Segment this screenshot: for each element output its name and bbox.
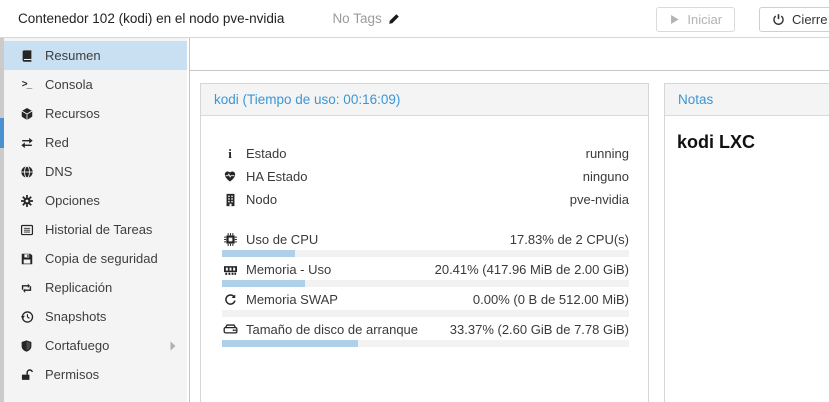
content-toolbar bbox=[190, 38, 829, 71]
globe-icon bbox=[18, 164, 35, 179]
meter-label: Memoria SWAP bbox=[246, 291, 338, 307]
cpu-meter: Uso de CPU 17.83% de 2 CPU(s) bbox=[222, 229, 629, 257]
notes-content: kodi LXC bbox=[677, 132, 756, 152]
shutdown-button[interactable]: Cierre ordenado bbox=[759, 7, 829, 32]
disk-progressbar bbox=[222, 340, 629, 347]
status-label: HA Estado bbox=[246, 169, 308, 184]
memory-progressbar bbox=[222, 280, 629, 287]
shutdown-button-label: Cierre ordenado bbox=[792, 12, 829, 27]
sidebar-item-copia[interactable]: Copia de seguridad bbox=[4, 244, 187, 273]
sidebar-item-label: Historial de Tareas bbox=[45, 222, 153, 237]
memory-meter: Memoria - Uso 20.41% (417.96 MiB de 2.00… bbox=[222, 259, 629, 287]
sidebar-item-dns[interactable]: DNS bbox=[4, 157, 187, 186]
sidebar-item-label: Replicación bbox=[45, 280, 113, 295]
status-row-estado: i Estado running bbox=[222, 142, 629, 165]
status-value: pve-nvidia bbox=[569, 192, 629, 207]
memory-icon bbox=[222, 262, 238, 277]
resource-meters: Uso de CPU 17.83% de 2 CPU(s) bbox=[222, 229, 629, 347]
sidebar: Resumen >_ Consola Recursos Red DNS bbox=[4, 38, 187, 402]
power-icon bbox=[772, 13, 785, 26]
play-icon bbox=[669, 14, 680, 25]
terminal-icon: >_ bbox=[21, 79, 32, 90]
sidebar-item-permisos[interactable]: Permisos bbox=[4, 360, 187, 389]
gear-icon bbox=[18, 193, 35, 208]
topbar: Contenedor 102 (kodi) en el nodo pve-nvi… bbox=[0, 0, 829, 38]
status-panel-body: i Estado running HA Estado ninguno bbox=[201, 116, 648, 402]
cube-icon bbox=[18, 106, 35, 121]
disk-icon bbox=[222, 322, 238, 337]
shield-icon bbox=[18, 338, 35, 353]
meter-value: 20.41% (417.96 MiB de 2.00 GiB) bbox=[434, 261, 629, 277]
chevron-right-icon bbox=[169, 341, 177, 351]
sidebar-item-historial[interactable]: Historial de Tareas bbox=[4, 215, 187, 244]
sidebar-item-label: Cortafuego bbox=[45, 338, 110, 353]
tasks-icon bbox=[18, 222, 35, 237]
swap-progressbar bbox=[222, 310, 629, 317]
sidebar-item-replicacion[interactable]: Replicación bbox=[4, 273, 187, 302]
exchange-icon bbox=[18, 135, 35, 150]
unlock-icon bbox=[18, 367, 35, 382]
sidebar-item-cortafuego[interactable]: Cortafuego bbox=[4, 331, 187, 360]
cpu-progressbar bbox=[222, 250, 629, 257]
sidebar-item-label: Recursos bbox=[45, 106, 100, 121]
sidebar-item-red[interactable]: Red bbox=[4, 128, 187, 157]
sidebar-item-label: Resumen bbox=[45, 48, 101, 63]
status-value: running bbox=[585, 146, 629, 161]
refresh-icon bbox=[222, 292, 238, 307]
tree-selected-node-marker bbox=[0, 118, 4, 148]
sidebar-item-opciones[interactable]: Opciones bbox=[4, 186, 187, 215]
history-icon bbox=[18, 309, 35, 324]
retweet-icon bbox=[18, 280, 35, 295]
swap-meter: Memoria SWAP 0.00% (0 B de 512.00 MiB) bbox=[222, 289, 629, 317]
sidebar-item-label: Red bbox=[45, 135, 69, 150]
content-area: kodi (Tiempo de uso: 00:16:09) i Estado … bbox=[189, 38, 829, 402]
status-row-nodo: Nodo pve-nvidia bbox=[222, 188, 629, 211]
topbar-buttons: Iniciar Cierre ordenado bbox=[656, 7, 829, 32]
info-icon: i bbox=[228, 145, 232, 161]
sidebar-item-label: Consola bbox=[45, 77, 93, 92]
status-panel-title: kodi (Tiempo de uso: 00:16:09) bbox=[201, 84, 648, 116]
sidebar-item-label: Copia de seguridad bbox=[45, 251, 158, 266]
sidebar-item-resumen[interactable]: Resumen bbox=[4, 41, 187, 70]
book-icon bbox=[18, 48, 35, 63]
page-title: Contenedor 102 (kodi) en el nodo pve-nvi… bbox=[18, 11, 285, 26]
notes-panel-title: Notas bbox=[665, 84, 829, 116]
meter-value: 33.37% (2.60 GiB de 7.78 GiB) bbox=[449, 321, 629, 337]
sidebar-item-label: DNS bbox=[45, 164, 73, 179]
cpu-icon bbox=[222, 232, 238, 247]
meter-label: Tamaño de disco de arranque bbox=[246, 321, 419, 337]
meter-value: 0.00% (0 B de 512.00 MiB) bbox=[472, 291, 629, 307]
status-row-ha: HA Estado ninguno bbox=[222, 165, 629, 188]
sidebar-item-label: Opciones bbox=[45, 193, 100, 208]
tags-editor[interactable]: No Tags bbox=[332, 11, 400, 26]
notes-panel-body[interactable]: kodi LXC bbox=[665, 116, 829, 402]
sidebar-item-snapshots[interactable]: Snapshots bbox=[4, 302, 187, 331]
meter-value: 17.83% de 2 CPU(s) bbox=[509, 231, 629, 247]
status-value: ninguno bbox=[582, 169, 629, 184]
meter-label: Memoria - Uso bbox=[246, 261, 332, 277]
meter-label: Uso de CPU bbox=[246, 231, 319, 247]
resource-tree-edge[interactable] bbox=[0, 38, 4, 402]
status-label: Estado bbox=[246, 146, 287, 161]
start-button[interactable]: Iniciar bbox=[656, 7, 736, 32]
pencil-icon[interactable] bbox=[388, 12, 401, 25]
sidebar-item-recursos[interactable]: Recursos bbox=[4, 99, 187, 128]
notes-panel: Notas kodi LXC bbox=[664, 83, 829, 402]
status-panel: kodi (Tiempo de uso: 00:16:09) i Estado … bbox=[200, 83, 649, 402]
building-icon bbox=[222, 192, 238, 207]
tags-label: No Tags bbox=[332, 11, 382, 26]
start-button-label: Iniciar bbox=[687, 12, 723, 27]
floppy-icon bbox=[18, 251, 35, 266]
sidebar-item-label: Snapshots bbox=[45, 309, 107, 324]
panels-row: kodi (Tiempo de uso: 00:16:09) i Estado … bbox=[190, 71, 829, 402]
sidebar-item-consola[interactable]: >_ Consola bbox=[4, 70, 187, 99]
sidebar-item-label: Permisos bbox=[45, 367, 100, 382]
status-label: Nodo bbox=[246, 192, 278, 207]
heartbeat-icon bbox=[222, 169, 238, 184]
disk-meter: Tamaño de disco de arranque 33.37% (2.60… bbox=[222, 319, 629, 347]
